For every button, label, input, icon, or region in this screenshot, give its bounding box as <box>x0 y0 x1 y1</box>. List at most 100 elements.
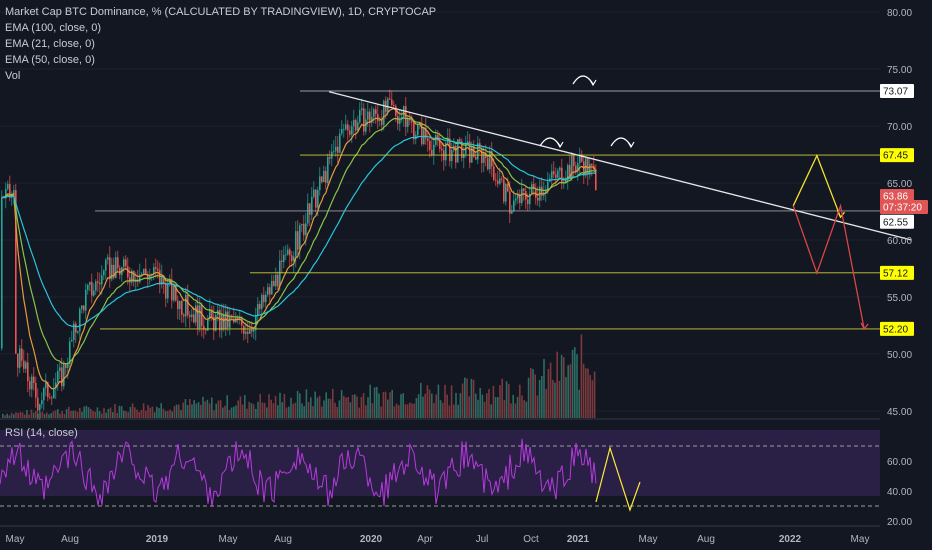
indicator-ema50[interactable]: EMA (50, close, 0) <box>5 54 95 66</box>
volume-bar <box>558 380 561 418</box>
time-axis-label: 2022 <box>779 534 802 545</box>
volume-bar <box>532 368 534 418</box>
candle-body <box>179 300 181 310</box>
volume-bar <box>501 378 503 418</box>
volume-bar <box>312 406 314 418</box>
volume-bar <box>552 379 554 418</box>
symbol-title[interactable]: Market Cap BTC Dominance, % (CALCULATED … <box>5 6 437 18</box>
candle-body <box>95 281 97 291</box>
chart-legend: Market Cap BTC Dominance, % (CALCULATED … <box>5 4 436 84</box>
candle-body <box>249 329 251 334</box>
volume-bar <box>92 410 94 418</box>
candle-body <box>145 268 147 275</box>
indicator-ema100[interactable]: EMA (100, close, 0) <box>5 22 101 34</box>
volume-bar <box>109 407 112 418</box>
candle-body <box>343 129 345 130</box>
volume-bar <box>162 408 165 418</box>
volume-bar <box>497 397 499 418</box>
volume-bar <box>439 400 442 418</box>
trendline[interactable] <box>328 91 912 241</box>
candle-body <box>195 305 197 323</box>
volume-bar <box>571 349 574 418</box>
volume-bar <box>461 383 464 418</box>
volume-bar <box>61 411 63 418</box>
volume-bar <box>356 396 358 418</box>
volume-bar <box>503 400 506 418</box>
candle-body <box>509 191 511 214</box>
candle-body <box>307 203 309 224</box>
volume-bar <box>46 412 48 418</box>
candle-body <box>27 362 29 381</box>
volume-bar <box>422 396 424 418</box>
projection-path-yellow[interactable] <box>792 153 842 218</box>
candle-body <box>475 156 477 160</box>
volume-bar <box>140 410 143 418</box>
rsi-legend[interactable]: RSI (14, close) <box>5 427 78 439</box>
candle-body <box>41 400 43 405</box>
candle-body <box>91 281 93 296</box>
candle-body <box>571 155 573 178</box>
candle-body <box>337 146 339 153</box>
volume-bar <box>593 371 596 418</box>
volume-bar <box>525 401 528 418</box>
price-axis-label: 45.00 <box>887 407 912 418</box>
candle-body <box>305 223 307 236</box>
volume-bar <box>492 385 495 418</box>
volume-bar <box>393 406 396 418</box>
volume-bar <box>576 354 578 418</box>
volume-bar <box>255 408 257 418</box>
candle-body <box>301 223 303 226</box>
volume-bar <box>52 411 55 418</box>
candle-body <box>59 367 61 371</box>
volume-bar <box>448 405 451 418</box>
candle-body <box>75 323 77 333</box>
candle-body <box>109 257 111 280</box>
candle-body <box>163 275 165 285</box>
candle-body <box>541 186 543 196</box>
candle-body <box>401 116 403 120</box>
volume-bar <box>175 404 178 418</box>
candle-body <box>39 404 41 411</box>
volume-bar <box>59 413 61 418</box>
candle-body <box>103 270 105 276</box>
volume-bar <box>288 406 290 418</box>
candle-body <box>205 329 207 331</box>
candle-body <box>471 146 473 163</box>
candle-body <box>507 183 509 192</box>
price-tag-label: 73.07 <box>883 87 908 98</box>
volume-bar <box>391 389 393 418</box>
volume-bar <box>565 377 567 418</box>
indicator-volume[interactable]: Vol <box>5 70 21 82</box>
time-axis-label: 2019 <box>146 534 169 545</box>
volume-bar <box>292 403 294 418</box>
volume-bar <box>362 393 365 418</box>
projection-path-red[interactable] <box>792 203 865 330</box>
volume-bar <box>147 405 149 418</box>
candle-body <box>437 135 439 140</box>
candle-body <box>105 259 107 271</box>
volume-bar <box>395 403 398 418</box>
candle-body <box>37 397 39 411</box>
price-tag-label: 07:37:20 <box>883 202 922 213</box>
candle-body <box>313 189 315 198</box>
volume-bar <box>230 407 233 418</box>
volume-bar <box>13 414 15 418</box>
candle-body <box>213 316 215 331</box>
indicator-ema21[interactable]: EMA (21, close, 0) <box>5 38 95 50</box>
candle-body <box>587 158 589 175</box>
time-axis-label: Aug <box>274 534 292 545</box>
volume-bar <box>435 394 437 418</box>
volume-bar <box>360 396 363 418</box>
candle-body <box>333 151 335 153</box>
candle-body <box>513 200 515 212</box>
candle-body <box>353 120 355 127</box>
candle-body <box>569 165 571 178</box>
candle-body <box>445 143 447 161</box>
volume-bar <box>466 378 468 418</box>
candle-body <box>229 316 231 328</box>
volume-bar <box>6 413 8 418</box>
candle-body <box>565 180 567 184</box>
candle-body <box>315 189 317 208</box>
volume-bar <box>512 394 514 418</box>
